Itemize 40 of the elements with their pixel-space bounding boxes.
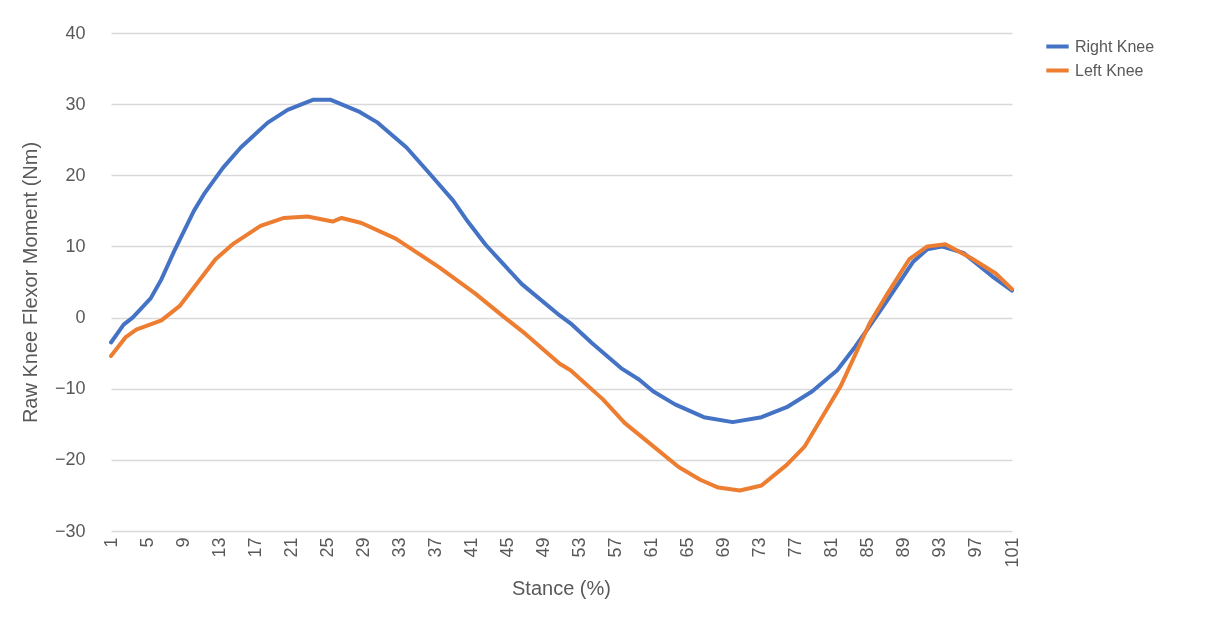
y-tick-label: 10 bbox=[65, 235, 86, 256]
x-tick-label: 17 bbox=[244, 537, 265, 558]
legend-label: Left Knee bbox=[1075, 61, 1144, 79]
x-tick-label: 97 bbox=[965, 537, 986, 558]
x-tick-label: 45 bbox=[496, 537, 517, 558]
x-tick-label: 61 bbox=[641, 537, 662, 558]
x-tick-label: 85 bbox=[857, 537, 878, 558]
x-tick-label: 49 bbox=[532, 537, 553, 558]
y-tick-label: −30 bbox=[54, 520, 86, 541]
x-tick-label: 101 bbox=[1001, 537, 1022, 568]
x-tick-label: 29 bbox=[352, 537, 373, 558]
x-tick-label: 69 bbox=[713, 537, 734, 558]
y-tick-label: 40 bbox=[65, 22, 86, 43]
x-tick-label: 37 bbox=[424, 537, 445, 558]
y-tick-label: 20 bbox=[65, 164, 86, 185]
x-tick-label: 33 bbox=[388, 537, 409, 558]
x-tick-label: 77 bbox=[785, 537, 806, 558]
y-tick-label: −20 bbox=[54, 449, 86, 470]
x-tick-label: 73 bbox=[749, 537, 770, 558]
y-tick-label: 30 bbox=[65, 93, 86, 114]
legend-label: Right Knee bbox=[1075, 37, 1155, 55]
x-tick-label: 81 bbox=[821, 537, 842, 558]
x-tick-label: 89 bbox=[893, 537, 914, 558]
x-tick-label: 41 bbox=[460, 537, 481, 558]
x-tick-label: 5 bbox=[136, 537, 157, 548]
x-tick-label: 53 bbox=[569, 537, 590, 558]
x-tick-label: 65 bbox=[677, 537, 698, 558]
x-tick-label: 13 bbox=[208, 537, 229, 558]
line-series bbox=[109, 97, 1014, 425]
x-axis-title: Stance (%) bbox=[512, 577, 611, 600]
y-tick-label: 0 bbox=[75, 307, 86, 328]
x-tick-label: 93 bbox=[929, 537, 950, 558]
x-tick-label: 25 bbox=[316, 537, 337, 558]
x-tick-label: 57 bbox=[605, 537, 626, 558]
x-tick-label: 9 bbox=[172, 537, 193, 548]
y-tick-label: −10 bbox=[54, 378, 86, 399]
y-axis-title: Raw Knee Flexor Moment (Nm) bbox=[18, 141, 41, 424]
line-series bbox=[109, 214, 1014, 493]
x-tick-label: 1 bbox=[100, 537, 121, 548]
x-tick-label: 21 bbox=[280, 537, 301, 558]
